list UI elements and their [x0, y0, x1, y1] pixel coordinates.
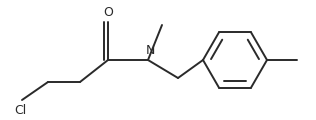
- Text: Cl: Cl: [14, 103, 26, 117]
- Text: O: O: [103, 6, 113, 18]
- Text: N: N: [145, 44, 155, 57]
